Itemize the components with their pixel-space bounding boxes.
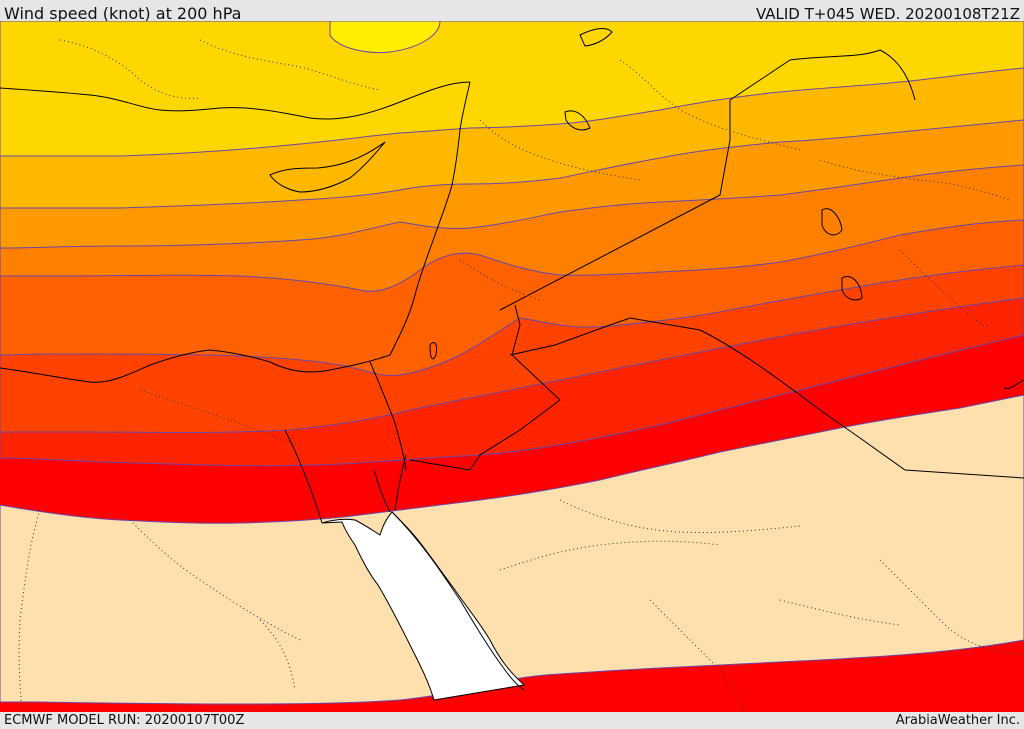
band-2 — [0, 21, 1024, 157]
low-wind-area — [0, 394, 1024, 705]
dead-sea — [429, 342, 437, 360]
header-bar: Wind speed (knot) at 200 hPa VALID T+045… — [0, 0, 1024, 23]
turkey-coast — [0, 81, 471, 120]
gulf-coast — [1003, 379, 1024, 389]
jordan-iraq-border — [509, 317, 1024, 479]
mediterranean-coast — [0, 349, 391, 383]
iraq-lake-2 — [841, 276, 863, 301]
iraq-border-north — [789, 49, 916, 101]
wind-speed-map — [0, 21, 1024, 712]
credit-label: ArabiaWeather Inc. — [895, 713, 1020, 728]
syria-iraq-border — [499, 59, 791, 311]
levant-coast — [389, 81, 471, 356]
lake-tuz — [564, 110, 591, 131]
lake-van — [579, 28, 613, 47]
gulf-of-aqaba — [373, 454, 407, 513]
iraq-lake-1 — [821, 208, 843, 236]
map-title: Wind speed (knot) at 200 hPa — [4, 4, 242, 23]
red-sea — [321, 511, 526, 701]
gulf-of-suez — [284, 429, 323, 524]
footer-bar: ECMWF MODEL RUN: 20200107T00Z ArabiaWeat… — [0, 712, 1024, 729]
jordan-saudi-border — [409, 304, 561, 471]
cyprus — [269, 141, 386, 193]
valid-time-label: VALID T+045 WED. 20200108T21Z — [755, 5, 1020, 23]
band-1 — [329, 21, 441, 54]
sinai-border — [369, 361, 407, 471]
model-run-label: ECMWF MODEL RUN: 20200107T00Z — [4, 713, 245, 728]
red-sea-east-coast — [391, 511, 525, 691]
